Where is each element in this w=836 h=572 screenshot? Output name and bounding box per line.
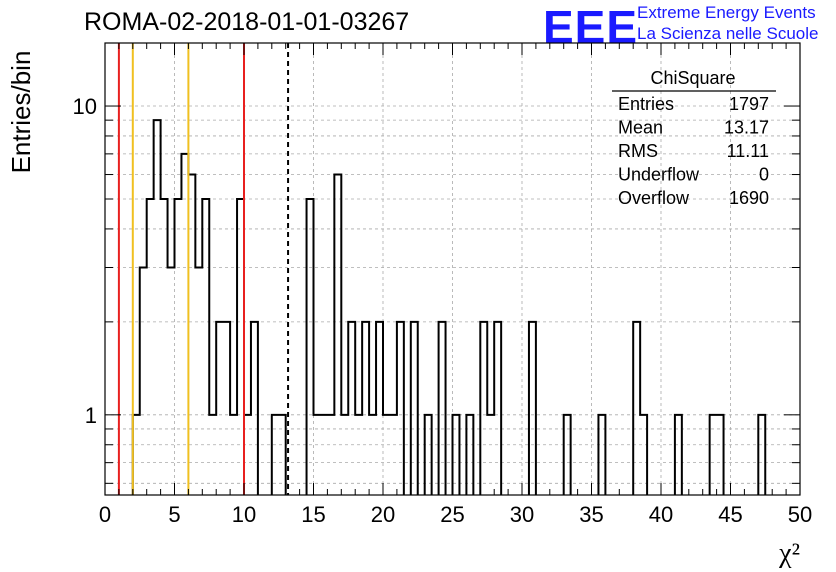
histogram-bin: [195, 267, 202, 495]
histogram-bin: [362, 322, 369, 495]
stats-label: Overflow: [618, 188, 690, 208]
histogram-bin: [411, 322, 418, 495]
marker-lines: [117, 43, 290, 495]
org-name-line1: Extreme Energy Events: [637, 3, 816, 22]
histogram-bin: [140, 267, 147, 495]
x-tick-label: 50: [788, 502, 812, 527]
x-tick-label: 10: [232, 502, 256, 527]
eee-logo: EEE: [543, 1, 639, 53]
y-tick-labels: 1 10: [73, 94, 97, 428]
histogram-bin: [223, 322, 230, 495]
stats-label: RMS: [618, 141, 658, 161]
x-tick-label: 20: [371, 502, 395, 527]
histogram-bin: [175, 199, 182, 495]
histogram-bin: [439, 322, 446, 495]
histogram-bin: [348, 322, 355, 495]
x-tick-label: 35: [579, 502, 603, 527]
x-tick-label: 45: [718, 502, 742, 527]
stats-label: Entries: [618, 94, 674, 114]
x-axis-label: χ²: [778, 538, 800, 569]
x-tick-label: 25: [440, 502, 464, 527]
histogram-outline: [131, 119, 767, 495]
histogram-bin: [202, 199, 209, 495]
stats-title: ChiSquare: [650, 68, 735, 88]
stats-value: 0: [759, 165, 769, 185]
x-tick-label: 5: [168, 502, 180, 527]
histogram-bin: [168, 267, 175, 495]
stats-value: 13.17: [724, 118, 769, 138]
chart-title: ROMA-02-2018-01-01-03267: [84, 8, 410, 36]
histogram-bin: [397, 322, 404, 495]
stats-value: 1797: [729, 94, 769, 114]
org-name-line2: La Scienza nelle Scuole: [637, 24, 819, 43]
histogram-bin: [161, 199, 168, 495]
histogram-bin: [307, 199, 314, 495]
histogram-bin: [181, 154, 188, 495]
stats-box: ChiSquare Entries 1797 Mean 13.17 RMS 11.11 Und…: [612, 68, 776, 208]
y-tick-label: 1: [85, 403, 97, 428]
stats-label: Mean: [618, 118, 663, 138]
stats-label: Underflow: [618, 165, 700, 185]
x-tick-label: 40: [649, 502, 673, 527]
x-tick-labels: 0 5 10 15 20 25 30 35 40 45 50: [99, 502, 812, 527]
histogram-bin: [480, 322, 487, 495]
histogram-bins: [131, 119, 767, 495]
stats-value: 11.11: [727, 141, 769, 161]
x-tick-label: 0: [99, 502, 111, 527]
histogram-bin: [237, 199, 244, 495]
x-tick-label: 30: [510, 502, 534, 527]
histogram-bin: [376, 322, 383, 495]
y-tick-label: 10: [73, 94, 97, 119]
histogram-bin: [188, 175, 195, 495]
histogram-bin: [216, 322, 223, 495]
y-axis-label: Entries/bin: [6, 51, 36, 174]
axis-ticks: [104, 43, 801, 495]
histogram-bin: [633, 322, 640, 495]
x-tick-label: 15: [301, 502, 325, 527]
histogram-bin: [529, 322, 536, 495]
histogram-bin: [147, 199, 154, 495]
histogram-bin: [154, 120, 161, 495]
histogram-bin: [494, 322, 501, 495]
histogram-bin: [251, 322, 258, 495]
stats-value: 1690: [729, 188, 769, 208]
histogram-bin: [334, 175, 341, 495]
